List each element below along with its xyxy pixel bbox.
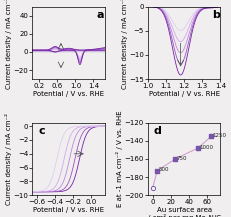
Text: 500: 500 [158, 167, 168, 172]
Point [173, 157, 176, 161]
Text: c: c [38, 126, 45, 136]
Text: 1250: 1250 [212, 133, 226, 138]
Point [150, 186, 154, 190]
Text: a: a [96, 10, 103, 20]
Text: b: b [211, 10, 219, 20]
X-axis label: Potential / V vs. RHE: Potential / V vs. RHE [148, 91, 219, 97]
Text: 1000: 1000 [198, 145, 212, 150]
Point [209, 135, 212, 138]
Point [155, 169, 158, 173]
Y-axis label: Current density / mA cm⁻²: Current density / mA cm⁻² [5, 113, 12, 205]
X-axis label: Au surface area
/ cm² per mg Mo₂N/C: Au surface area / cm² per mg Mo₂N/C [147, 207, 220, 217]
Text: 750: 750 [176, 156, 186, 161]
X-axis label: Potential / V vs. RHE: Potential / V vs. RHE [33, 91, 104, 97]
Y-axis label: Current density / mA cm⁻²: Current density / mA cm⁻² [5, 0, 12, 89]
Text: d: d [153, 126, 161, 136]
X-axis label: Potential / V vs. RHE: Potential / V vs. RHE [33, 207, 104, 213]
Y-axis label: E at -1 mA cm⁻² / V vs. RHE: E at -1 mA cm⁻² / V vs. RHE [116, 111, 123, 207]
Point [195, 146, 199, 150]
Y-axis label: Current density / mA cm⁻²: Current density / mA cm⁻² [120, 0, 127, 89]
